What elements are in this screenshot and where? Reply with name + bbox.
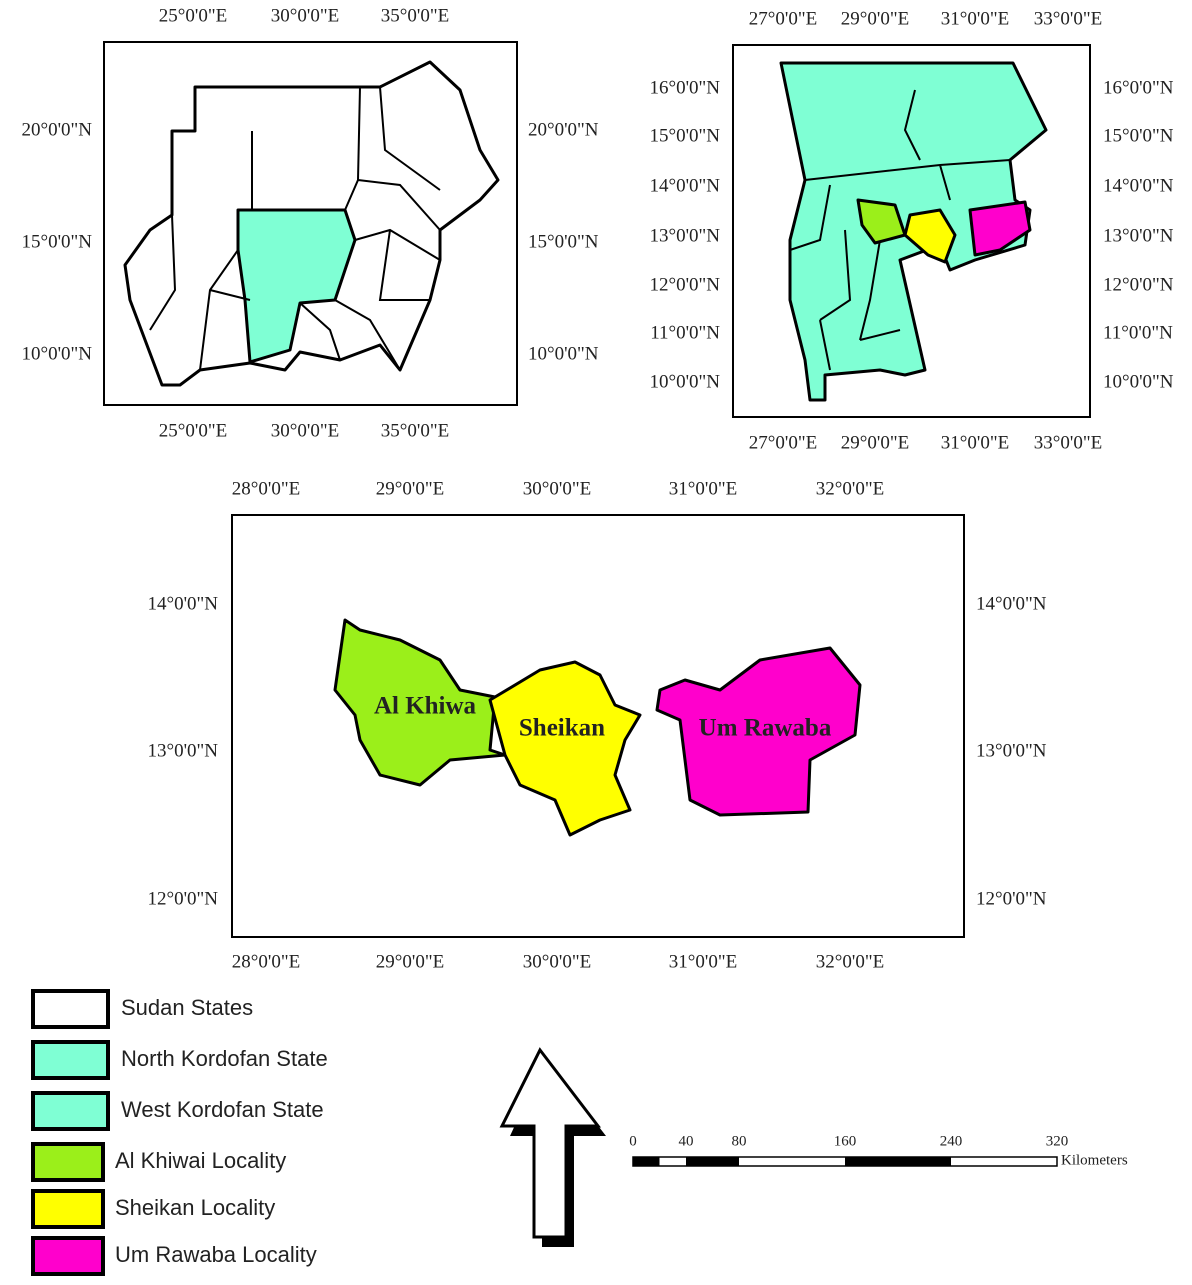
y-tick-label: 13°0'0"N (1103, 225, 1174, 246)
x-tick-label: 31°0'0"E (941, 8, 1009, 29)
scale-label: 80 (732, 1133, 747, 1149)
north-arrow (499, 1047, 602, 1239)
locality-borders (789, 89, 1011, 371)
y-tick-label: 15°0'0"N (528, 231, 599, 252)
um-rawaba (655, 646, 862, 817)
x-tick-label: 33°0'0"E (1034, 432, 1102, 453)
y-tick-label: 14°0'0"N (1103, 175, 1174, 196)
x-tick-label: 28°0'0"E (232, 478, 300, 499)
x-tick-label: 30°0'0"E (523, 478, 591, 499)
x-tick-label: 31°0'0"E (669, 478, 737, 499)
scale-segment (686, 1157, 739, 1166)
y-tick-label: 20°0'0"N (528, 119, 599, 140)
y-tick-label: 10°0'0"N (528, 343, 599, 364)
scale-label: 240 (940, 1133, 963, 1149)
y-tick-label: 13°0'0"N (148, 740, 219, 761)
y-tick-label: 12°0'0"N (976, 888, 1047, 909)
x-tick-label: 30°0'0"E (271, 5, 339, 26)
x-tick-label: 30°0'0"E (523, 951, 591, 972)
y-tick-label: 10°0'0"N (22, 343, 93, 364)
y-tick-label: 12°0'0"N (148, 888, 219, 909)
frame (732, 44, 1091, 418)
x-tick-label: 25°0'0"E (159, 420, 227, 441)
legend-swatch (31, 989, 110, 1029)
x-tick-label: 28°0'0"E (232, 951, 300, 972)
x-tick-label: 33°0'0"E (1034, 8, 1102, 29)
x-tick-label: 29°0'0"E (841, 8, 909, 29)
scale-label: 160 (834, 1133, 857, 1149)
y-tick-label: 14°0'0"N (976, 593, 1047, 614)
x-tick-label: 30°0'0"E (271, 420, 339, 441)
scale-segment (845, 1157, 951, 1166)
x-tick-label: 25°0'0"E (159, 5, 227, 26)
y-tick-label: 15°0'0"N (650, 125, 721, 146)
legend-label: Al Khiwai Locality (115, 1148, 286, 1173)
y-tick-label: 13°0'0"N (650, 225, 721, 246)
um-rawaba (968, 200, 1032, 257)
frame (103, 41, 518, 406)
scale-label: 320 (1046, 1133, 1069, 1149)
legend-swatch (31, 1040, 110, 1080)
sheikan (903, 208, 957, 264)
sheikan (488, 660, 642, 837)
y-tick-label: 10°0'0"N (1103, 371, 1174, 392)
legend-swatch (31, 1236, 105, 1276)
kordofan (236, 208, 357, 364)
x-tick-label: 29°0'0"E (841, 432, 909, 453)
y-tick-label: 15°0'0"N (1103, 125, 1174, 146)
x-tick-label: 29°0'0"E (376, 478, 444, 499)
y-tick-label: 10°0'0"N (650, 371, 721, 392)
x-tick-label: 27°0'0"E (749, 8, 817, 29)
legend-swatch (31, 1091, 110, 1131)
scale-label: 40 (679, 1133, 694, 1149)
y-tick-label: 13°0'0"N (976, 740, 1047, 761)
legend-label: West Kordofan State (121, 1097, 324, 1122)
legend-label: Um Rawaba Locality (115, 1242, 317, 1267)
y-tick-label: 20°0'0"N (22, 119, 93, 140)
legend-label: Sudan States (121, 995, 253, 1020)
scale-segment (633, 1157, 660, 1166)
x-tick-label: 32°0'0"E (816, 951, 884, 972)
x-tick-label: 35°0'0"E (381, 420, 449, 441)
x-tick-label: 31°0'0"E (669, 951, 737, 972)
scale-unit: Kilometers (1061, 1152, 1128, 1168)
region-label: Sheikan (519, 715, 605, 742)
x-tick-label: 32°0'0"E (816, 478, 884, 499)
scale-label: 0 (629, 1133, 637, 1149)
legend-swatch (31, 1142, 105, 1182)
region-label: Um Rawaba (699, 715, 832, 742)
x-tick-label: 27°0'0"E (749, 432, 817, 453)
region-label: Al Khiwa (374, 693, 477, 720)
y-tick-label: 16°0'0"N (1103, 77, 1174, 98)
frame (231, 514, 965, 938)
state-borders (149, 86, 441, 371)
y-tick-label: 11°0'0"N (650, 322, 720, 343)
y-tick-label: 12°0'0"N (650, 274, 721, 295)
y-tick-label: 14°0'0"N (650, 175, 721, 196)
legend-label: Sheikan Locality (115, 1195, 275, 1220)
x-tick-label: 29°0'0"E (376, 951, 444, 972)
y-tick-label: 12°0'0"N (1103, 274, 1174, 295)
x-tick-label: 31°0'0"E (941, 432, 1009, 453)
y-tick-label: 15°0'0"N (22, 231, 93, 252)
legend-swatch (31, 1189, 105, 1229)
y-tick-label: 16°0'0"N (650, 77, 721, 98)
x-tick-label: 35°0'0"E (381, 5, 449, 26)
y-tick-label: 14°0'0"N (148, 593, 219, 614)
y-tick-label: 11°0'0"N (1103, 322, 1173, 343)
legend-label: North Kordofan State (121, 1046, 328, 1071)
al-khiwai (856, 198, 907, 245)
